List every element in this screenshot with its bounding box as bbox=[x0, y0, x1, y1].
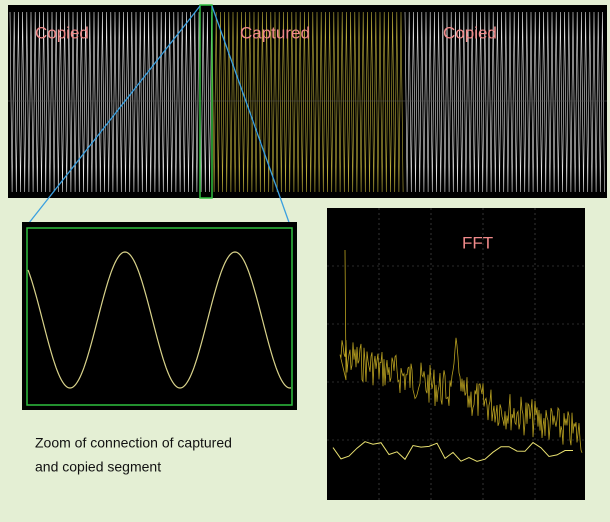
segment-label: Copied bbox=[443, 23, 497, 42]
waveform-segment bbox=[9, 11, 212, 193]
zoom-waveform bbox=[27, 251, 292, 389]
caption: Zoom of connection of captured bbox=[35, 435, 232, 451]
waveform-segment bbox=[211, 11, 404, 193]
zoom-line bbox=[211, 5, 292, 229]
zoom-scope bbox=[22, 222, 297, 410]
caption: and copied segment bbox=[35, 459, 161, 475]
segment-label: Copied bbox=[35, 23, 89, 42]
zoom-line bbox=[24, 5, 201, 229]
zoom-window bbox=[199, 4, 213, 199]
fft-title: FFT bbox=[462, 233, 493, 252]
fft-spectrum bbox=[339, 249, 583, 453]
top-waveform bbox=[8, 11, 607, 193]
fft-scope bbox=[327, 208, 585, 500]
waveform-segment bbox=[404, 11, 605, 193]
fft-trace bbox=[332, 441, 573, 462]
segment-label: Captured bbox=[240, 23, 310, 42]
fft-grid bbox=[327, 208, 585, 500]
zoom-border bbox=[26, 227, 293, 406]
